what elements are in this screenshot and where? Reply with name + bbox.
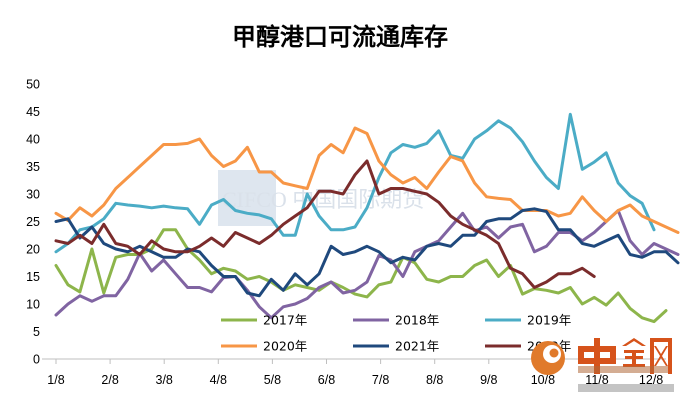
series-line-2020 [54, 126, 680, 234]
x-tick-label: 9/8 [480, 373, 497, 387]
logo-subtitle-strip [578, 384, 674, 392]
legend-item-2017: 2017年 [221, 313, 307, 328]
legend-label-2018: 2018年 [395, 313, 439, 328]
legend-item-2021: 2021年 [353, 339, 439, 354]
x-tick-label: 3/8 [156, 373, 173, 387]
y-tick-label: 35 [26, 160, 40, 174]
x-tick-label: 6/8 [318, 373, 335, 387]
x-tick-label: 7/8 [372, 373, 389, 387]
logo-glyph-jin [622, 338, 646, 367]
legend-item-2019: 2019年 [485, 313, 571, 328]
axes: 0 5 10 15 20 25 30 35 40 45 50 1/8 2/8 3/8 4/8 5/8 6/8 7/… [26, 78, 666, 387]
x-tick-label: 12/8 [639, 373, 663, 387]
y-tick-label: 25 [26, 215, 40, 229]
x-tick-label: 5/8 [264, 373, 281, 387]
x-tick-label: 11/8 [585, 373, 608, 387]
x-tick-label: 10/8 [531, 373, 555, 387]
legend-label-2017: 2017年 [263, 313, 307, 328]
logo-swirl-core-icon [549, 348, 559, 358]
logo-url-strip [578, 366, 668, 373]
series-line-2021 [54, 207, 680, 298]
series-line-2019 [54, 112, 656, 254]
cngold-logo [531, 338, 674, 392]
legend-label-2019: 2019年 [527, 313, 571, 328]
legend-item-2020: 2020年 [221, 339, 307, 354]
legend-item-2018: 2018年 [353, 313, 439, 328]
cifco-watermark: CIFCO 中国国际期货 [218, 170, 424, 226]
y-tick-label: 50 [26, 78, 40, 92]
chart-title: 甲醇港口可流通库存 [232, 23, 448, 51]
x-tick-label: 2/8 [101, 373, 118, 387]
series-layer [54, 112, 680, 324]
y-tick-label: 30 [26, 188, 40, 202]
x-tick-label: 1/8 [47, 373, 64, 387]
logo-glyph-wang [650, 338, 672, 374]
legend-label-2021: 2021年 [395, 339, 439, 354]
logo-glyph-zhong [578, 338, 616, 374]
y-tick-label: 40 [26, 133, 40, 147]
x-tick-label: 8/8 [426, 373, 443, 387]
y-tick-label: 45 [26, 105, 40, 119]
y-tick-label: 5 [33, 325, 40, 339]
legend-label-2020: 2020年 [263, 339, 307, 354]
series-line-2017 [54, 228, 668, 324]
y-tick-label: 0 [33, 353, 40, 367]
y-tick-label: 20 [26, 243, 40, 257]
x-tick-label: 4/8 [210, 373, 227, 387]
y-tick-label: 10 [26, 298, 40, 312]
series-line-2022 [54, 159, 596, 289]
y-tick-label: 15 [26, 270, 40, 284]
